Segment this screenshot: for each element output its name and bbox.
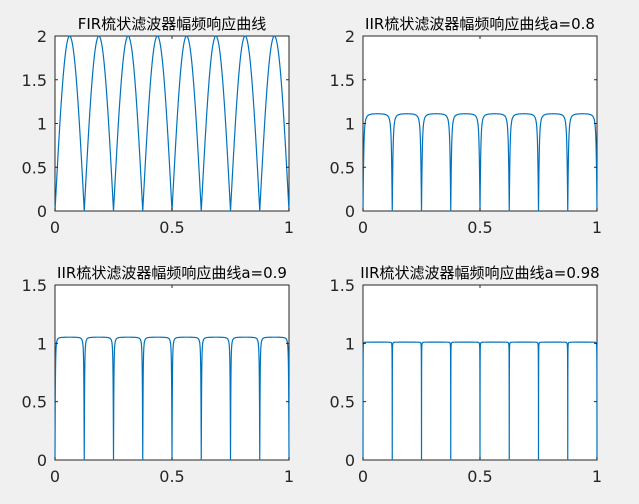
y-tick-label: 1.5 <box>22 276 47 295</box>
x-tick-label: 0 <box>358 467 368 486</box>
chart-title: IIR梳状滤波器幅频响应曲线a=0.8 <box>365 15 595 33</box>
x-tick-label: 0 <box>50 467 60 486</box>
subplot-3: IIR梳状滤波器幅频响应曲线a=0.9 0 0.5 1 0 0.5 1 1.5 <box>22 264 295 486</box>
y-tick-label: 0 <box>345 451 355 470</box>
y-tick-label: 0.5 <box>330 393 355 412</box>
y-tick-label: 0.5 <box>330 158 355 177</box>
subplot-2: IIR梳状滤波器幅频响应曲线a=0.8 0 0.5 1 0 0.5 1 1.5 2 <box>330 15 603 237</box>
y-tick-label: 0 <box>345 202 355 221</box>
x-tick-label: 0.5 <box>159 218 184 237</box>
subplot-4: IIR梳状滤波器幅频响应曲线a=0.98 0 0.5 1 0 0.5 1 1.5 <box>330 264 603 486</box>
subplot-1: FIR梳状滤波器幅频响应曲线 0 0.5 1 0 0.5 1 1.5 2 <box>22 15 295 237</box>
y-tick-label: 2 <box>37 27 47 46</box>
x-tick-label: 0.5 <box>467 467 492 486</box>
x-tick-label: 1 <box>592 467 602 486</box>
y-tick-label: 1.5 <box>22 71 47 90</box>
x-tick-label: 1 <box>284 218 294 237</box>
x-tick-label: 1 <box>284 467 294 486</box>
x-tick-label: 0.5 <box>159 467 184 486</box>
axes-frame <box>54 35 290 212</box>
y-tick-label: 0.5 <box>22 393 47 412</box>
y-tick-label: 1 <box>37 334 47 353</box>
y-tick-label: 0.5 <box>22 158 47 177</box>
chart-title: FIR梳状滤波器幅频响应曲线 <box>78 15 266 33</box>
y-tick-label: 1.5 <box>330 71 355 90</box>
y-tick-label: 1 <box>345 334 355 353</box>
y-tick-label: 2 <box>345 27 355 46</box>
x-tick-label: 0 <box>358 218 368 237</box>
x-tick-label: 0.5 <box>467 218 492 237</box>
y-tick-label: 1 <box>345 115 355 134</box>
y-tick-label: 0 <box>37 451 47 470</box>
x-tick-label: 1 <box>592 218 602 237</box>
y-tick-label: 0 <box>37 202 47 221</box>
y-tick-label: 1.5 <box>330 276 355 295</box>
chart-title: IIR梳状滤波器幅频响应曲线a=0.98 <box>360 264 599 282</box>
y-tick-label: 1 <box>37 115 47 134</box>
x-tick-label: 0 <box>50 218 60 237</box>
chart-title: IIR梳状滤波器幅频响应曲线a=0.9 <box>57 264 287 282</box>
